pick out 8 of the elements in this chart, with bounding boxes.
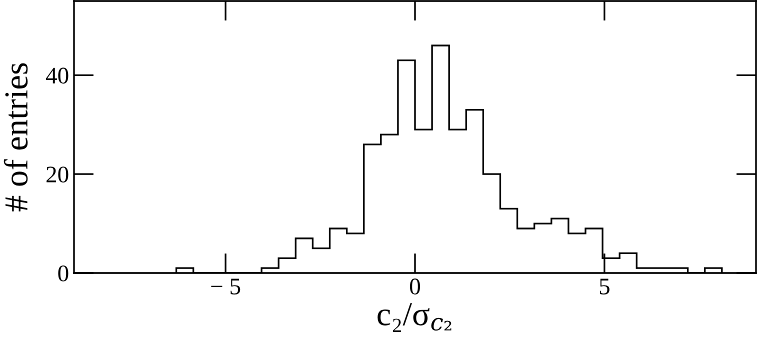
- y-tick-label: 40: [46, 68, 68, 84]
- y-tick-label: 20: [46, 166, 68, 183]
- x-tick-label: − 5: [211, 278, 240, 294]
- x-tick-label: 0: [410, 278, 420, 294]
- x-axis-title: c₂/σ$_{c₂}$: [378, 303, 452, 332]
- y-axis-title: # of entries: [4, 63, 28, 212]
- y-tick-label: 0: [58, 265, 68, 282]
- x-tick-label: 5: [600, 278, 610, 294]
